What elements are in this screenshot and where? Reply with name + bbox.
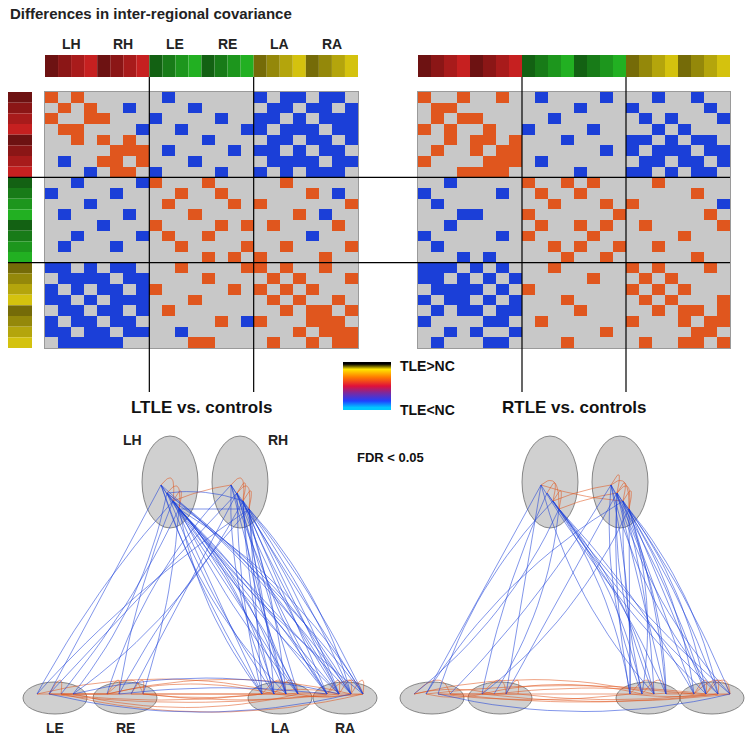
svg-text:RA: RA: [335, 720, 355, 736]
svg-text:Differences in inter-regional: Differences in inter-regional covariance: [10, 5, 292, 22]
svg-text:RE: RE: [116, 720, 135, 736]
svg-text:FDR < 0.05: FDR < 0.05: [357, 450, 424, 465]
svg-text:LH: LH: [62, 36, 81, 52]
svg-text:RA: RA: [322, 36, 342, 52]
svg-text:TLE<NC: TLE<NC: [400, 402, 455, 418]
svg-text:LA: LA: [271, 720, 290, 736]
svg-text:RH: RH: [268, 432, 288, 448]
svg-text:LH: LH: [123, 432, 142, 448]
svg-text:LE: LE: [166, 36, 184, 52]
svg-text:RH: RH: [113, 36, 133, 52]
svg-text:RE: RE: [218, 36, 237, 52]
svg-text:TLE>NC: TLE>NC: [400, 358, 455, 374]
svg-text:RTLE vs. controls: RTLE vs. controls: [502, 398, 647, 417]
svg-text:LTLE vs. controls: LTLE vs. controls: [131, 398, 272, 417]
svg-text:LA: LA: [270, 36, 289, 52]
svg-text:LE: LE: [46, 720, 64, 736]
